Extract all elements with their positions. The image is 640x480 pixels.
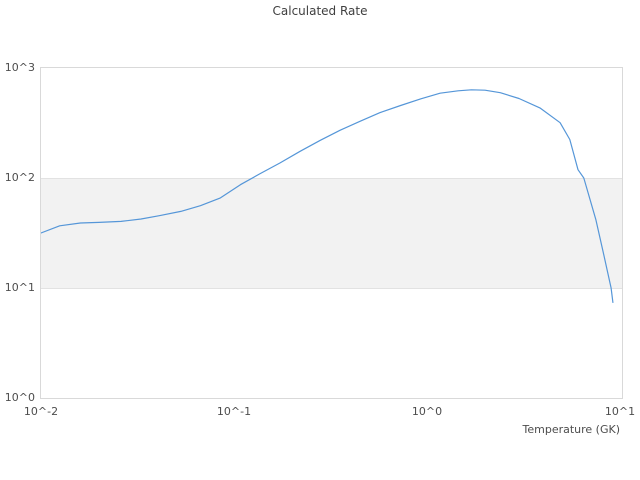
- chart-title: Calculated Rate: [272, 4, 368, 18]
- x-tick-label-1e1: 10^1: [604, 405, 636, 418]
- x-tick-label-1e-1: 10^-1: [216, 405, 252, 418]
- y-tick-label-1e3: 10^3: [4, 61, 35, 74]
- y-tick-label-1e1: 10^1: [4, 281, 35, 294]
- rate-line-series: [41, 89, 614, 303]
- plot-area: [40, 67, 623, 399]
- x-axis-label: Temperature (GK): [522, 423, 621, 436]
- y-tick-label-1e0: 10^0: [4, 391, 35, 404]
- rate-curve-canvas: [41, 89, 614, 303]
- shaded-band: [41, 178, 622, 289]
- x-tick-label-1e0: 10^0: [411, 405, 443, 418]
- x-tick-label-1e-2: 10^-2: [23, 405, 59, 418]
- y-tick-label-1e2: 10^2: [4, 171, 35, 184]
